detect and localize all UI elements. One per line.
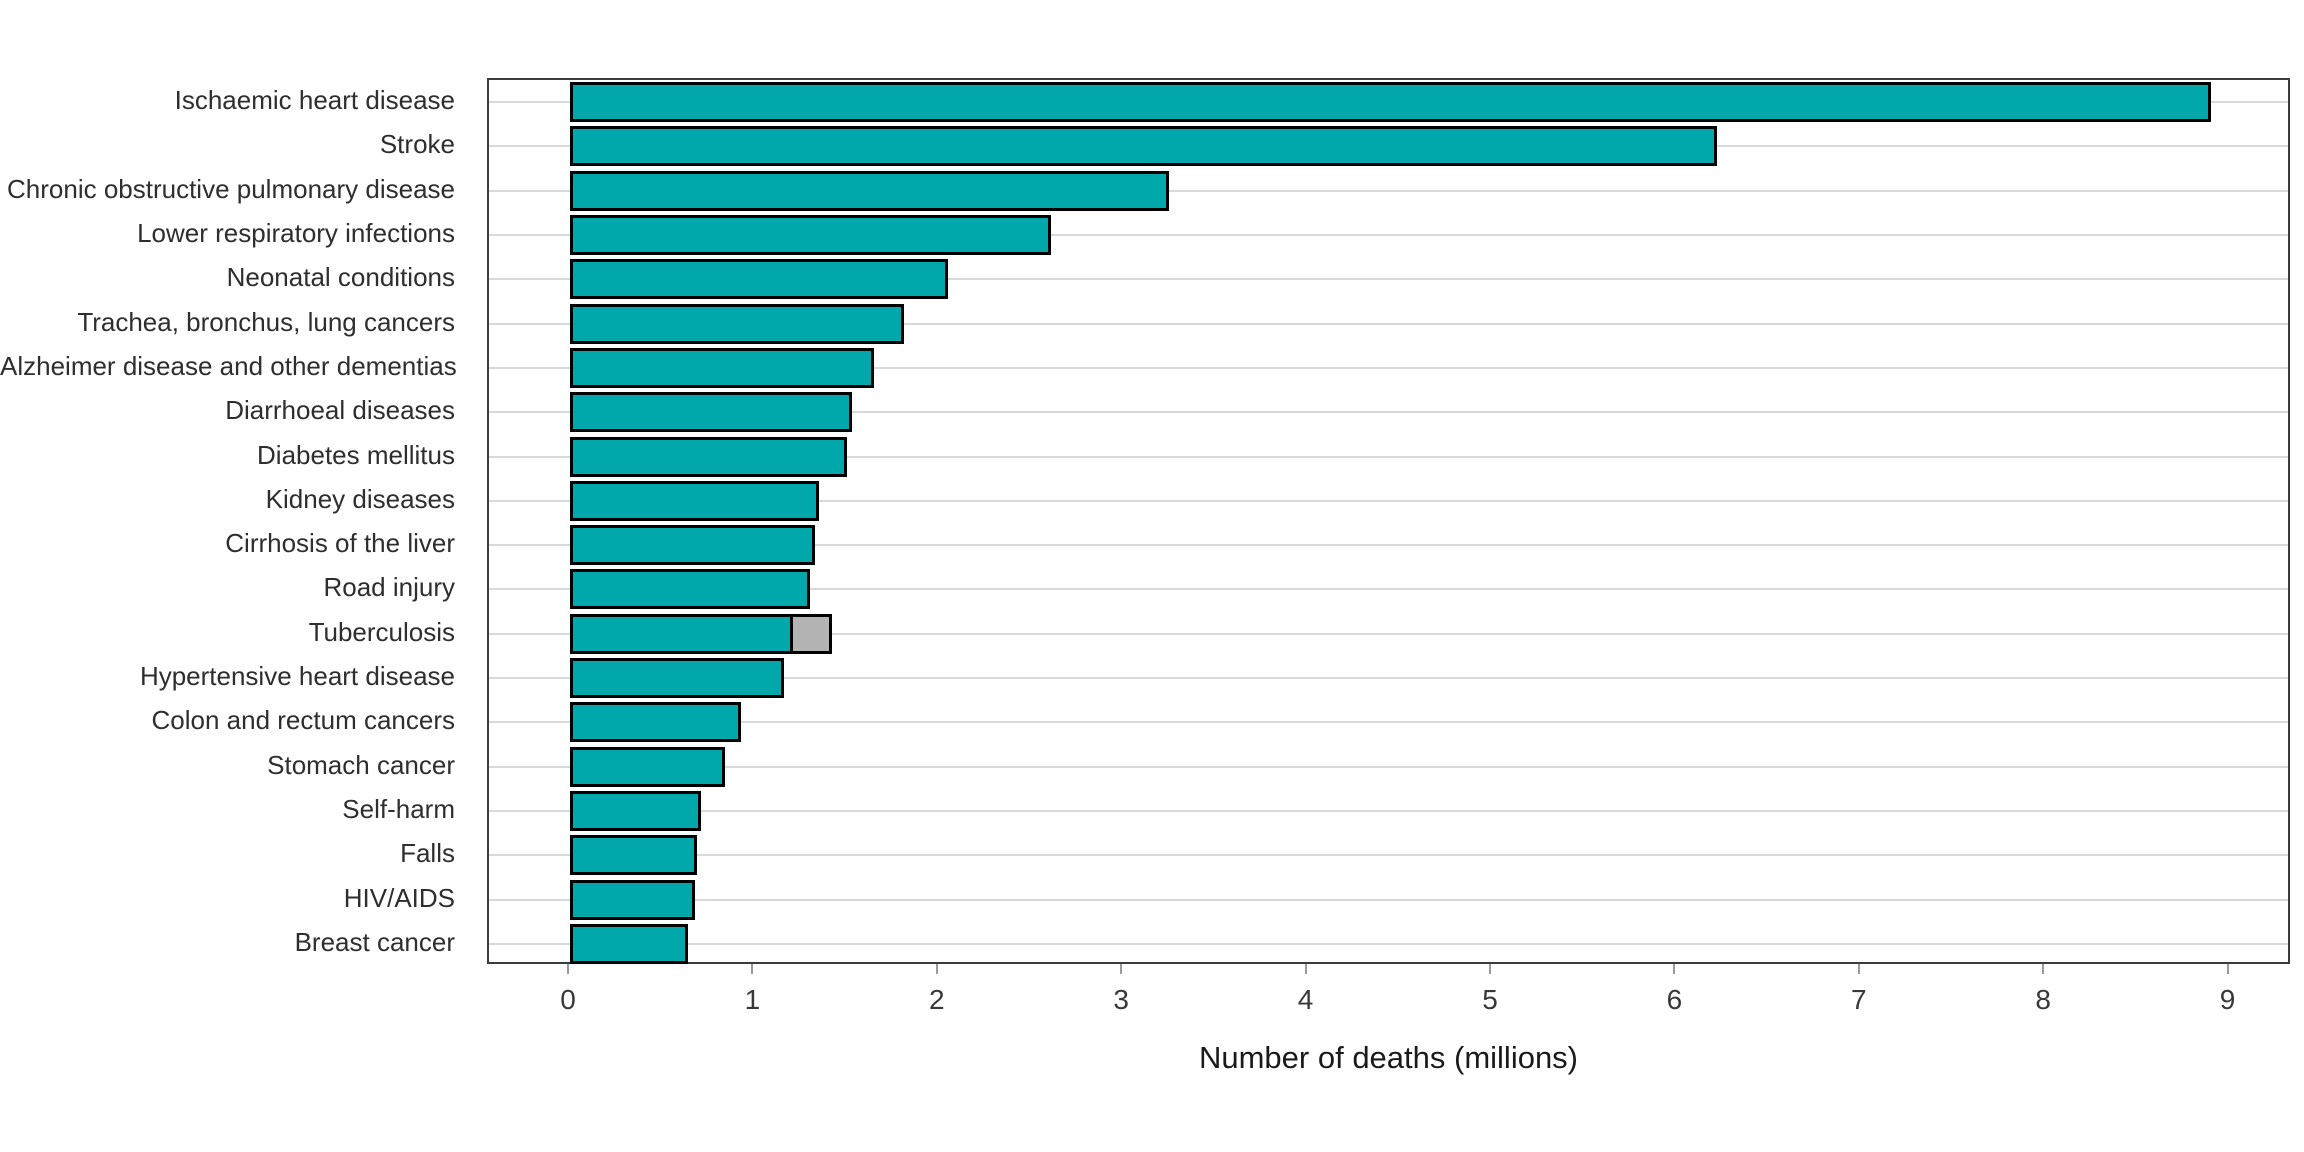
category-label: Neonatal conditions — [226, 262, 455, 293]
gridline — [489, 942, 2288, 945]
category-label: Stroke — [379, 129, 455, 160]
gridline — [489, 721, 2288, 724]
x-axis-tick-label: 7 — [1851, 984, 1867, 1015]
category-label: Diabetes mellitus — [257, 439, 455, 470]
bar-trachea-bronchus-lung-cancers — [570, 303, 904, 344]
x-axis-title: Number of deaths (millions) — [1198, 1040, 1579, 1075]
category-label: Diarrhoeal diseases — [225, 395, 455, 426]
category-label: Breast cancer — [294, 926, 455, 957]
bar-cirrhosis-of-the-liver — [570, 525, 815, 566]
bar-road-injury — [570, 569, 810, 610]
x-axis-tick — [1857, 964, 1860, 974]
gridline — [489, 278, 2288, 281]
category-label: Falls — [400, 838, 455, 869]
category-label: Trachea, bronchus, lung cancers — [77, 306, 455, 337]
x-axis-tick-label: 0 — [560, 984, 576, 1015]
x-axis-tick-label: 4 — [1297, 984, 1314, 1015]
category-label: Lower respiratory infections — [137, 218, 455, 249]
x-axis-tick-label: 6 — [1666, 984, 1683, 1015]
x-axis-tick — [2226, 964, 2229, 974]
x-axis-tick — [1304, 964, 1307, 974]
category-label: Kidney diseases — [265, 483, 455, 514]
gridline — [489, 854, 2288, 857]
bar-diarrhoeal-diseases — [570, 392, 852, 433]
gridline — [489, 898, 2288, 901]
x-axis-tick-label: 9 — [2219, 984, 2236, 1015]
bar-ischaemic-heart-disease — [570, 82, 2211, 123]
x-axis-tick — [935, 964, 938, 974]
gridline — [489, 322, 2288, 325]
category-label: Road injury — [323, 572, 455, 603]
category-label: Cirrhosis of the liver — [225, 528, 455, 559]
bar-chronic-obstructive-pulmonary-disease — [570, 170, 1169, 211]
gridline — [489, 411, 2288, 414]
x-axis-tick-label: 3 — [1113, 984, 1129, 1015]
bar-alzheimer-disease-and-other-dementias — [570, 347, 874, 388]
gridline — [489, 499, 2288, 502]
bar-self-harm — [570, 790, 701, 831]
category-label: Colon and rectum cancers — [151, 705, 455, 736]
x-axis-tick — [1120, 964, 1123, 974]
x-axis-tick — [1673, 964, 1676, 974]
category-label: Alzheimer disease and other dementias — [0, 350, 457, 381]
category-label: Stomach cancer — [267, 749, 455, 780]
gridline — [489, 765, 2288, 768]
x-axis-tick — [751, 964, 754, 974]
category-label: Self-harm — [342, 793, 455, 824]
category-label: Ischaemic heart disease — [174, 85, 455, 116]
category-label: Chronic obstructive pulmonary disease — [7, 173, 455, 204]
x-axis-tick — [2042, 964, 2045, 974]
category-label: HIV/AIDS — [343, 882, 455, 913]
x-axis-tick-label: 1 — [744, 984, 761, 1015]
bar-falls — [570, 835, 697, 876]
plot-panel — [487, 78, 2290, 964]
x-axis-tick-label: 2 — [929, 984, 945, 1015]
x-axis-tick-label: 5 — [1482, 984, 1498, 1015]
gridline — [489, 366, 2288, 369]
bar-extra-segment-tuberculosis — [790, 613, 832, 654]
bar-breast-cancer — [570, 923, 688, 964]
category-label: Tuberculosis — [308, 616, 455, 647]
gridline — [489, 632, 2288, 635]
gridline — [489, 189, 2288, 192]
gridline — [489, 588, 2288, 591]
gridline — [489, 234, 2288, 237]
x-axis-tick-label: 8 — [2035, 984, 2051, 1015]
gridline — [489, 809, 2288, 812]
bar-stomach-cancer — [570, 746, 725, 787]
gridline — [489, 455, 2288, 458]
bar-stroke — [570, 126, 1717, 167]
bar-tuberculosis — [570, 613, 793, 654]
bar-hiv-aids — [570, 879, 695, 920]
bar-lower-respiratory-infections — [570, 215, 1051, 256]
bar-hypertensive-heart-disease — [570, 658, 784, 699]
gridline — [489, 677, 2288, 680]
gridline — [489, 544, 2288, 547]
x-axis-tick — [567, 964, 569, 974]
bar-kidney-diseases — [570, 480, 819, 521]
category-label: Hypertensive heart disease — [139, 661, 455, 692]
bar-colon-and-rectum-cancers — [570, 702, 741, 743]
bar-neonatal-conditions — [570, 259, 948, 300]
x-axis-tick — [1489, 964, 1491, 974]
bar-diabetes-mellitus — [570, 436, 847, 477]
